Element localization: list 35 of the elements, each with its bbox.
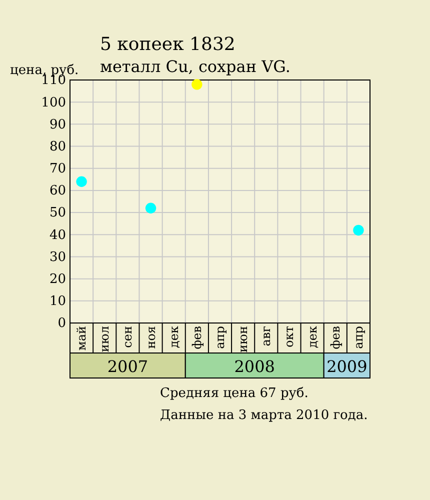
point: [353, 224, 364, 236]
text: 2009: [326, 357, 368, 376]
x-tick-label: фев: [190, 326, 204, 350]
x-tick-label: июл: [98, 326, 112, 352]
y-tick-label: 80: [49, 139, 66, 154]
y-tick-label: 70: [49, 162, 66, 177]
x-tick-label: апр: [213, 326, 227, 349]
x-tick-label: окт: [282, 326, 296, 348]
y-tick-label: 10: [49, 294, 66, 310]
y-tick-label: 30: [49, 250, 66, 265]
chart-title: 5 копеек 1832: [100, 34, 236, 55]
x-tick-label: ноя: [144, 326, 158, 349]
text: 2008: [234, 357, 275, 376]
y-tick-label: 60: [49, 184, 66, 199]
point: [145, 202, 156, 214]
chart-subtitle: металл Cu, сохран VG.: [100, 57, 290, 76]
y-tick-label: 100: [41, 95, 66, 110]
x-tick-label: фев: [328, 326, 342, 350]
point: [76, 176, 87, 187]
y-tick-label: 90: [49, 117, 66, 132]
x-tick-label: апр: [351, 326, 366, 349]
text: Средняя цена 67 руб.: [160, 386, 308, 401]
y-tick-label: 40: [49, 228, 66, 243]
text: Данные на 3 марта 2010 года.: [160, 408, 368, 423]
x-tick-label: дек: [166, 326, 181, 348]
point: [192, 79, 202, 90]
text: 2007: [107, 357, 148, 376]
x-tick-label: авг: [259, 326, 274, 346]
y-tick-label: 20: [49, 272, 66, 287]
x-tick-label: сен: [120, 326, 135, 348]
y-tick-label: 0: [58, 316, 66, 332]
x-tick-label: июн: [236, 326, 250, 352]
y-tick-label: 50: [49, 206, 66, 221]
x-tick-label: май: [74, 326, 89, 350]
x-tick-label: дек: [305, 326, 320, 348]
